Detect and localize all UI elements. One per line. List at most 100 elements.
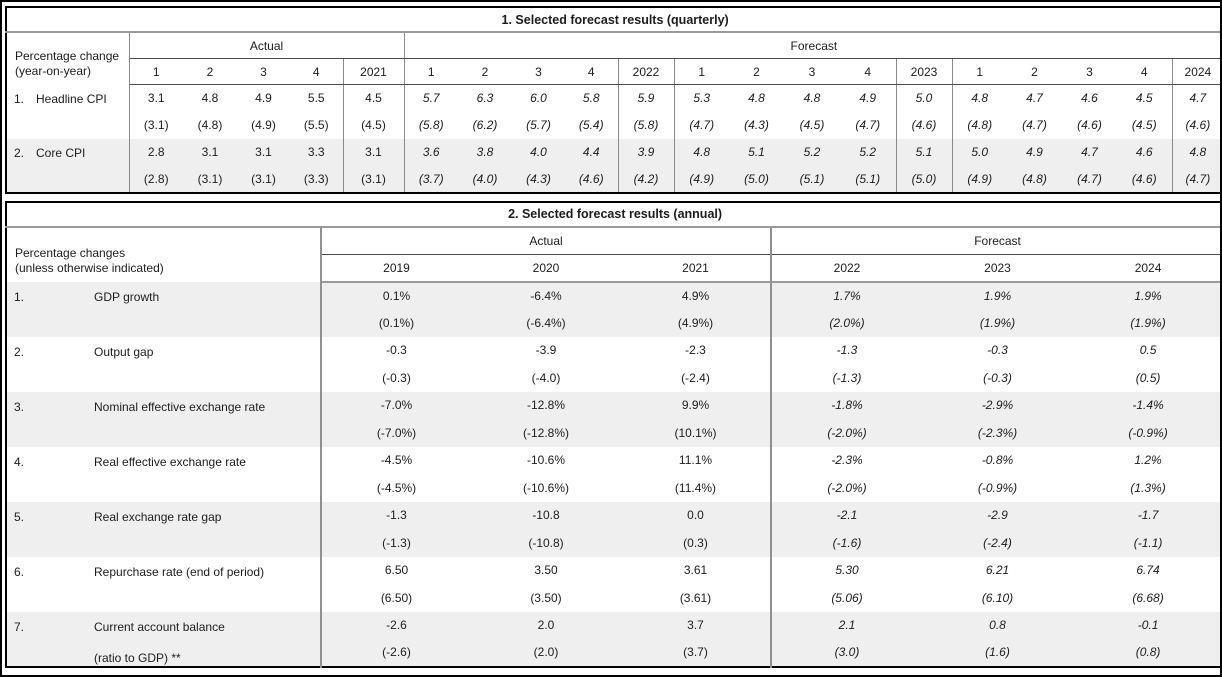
column-header: 2	[458, 58, 512, 85]
cell-value: 2.8	[129, 138, 183, 166]
table2-group-forecast: Forecast	[769, 226, 1220, 255]
cell-value: 0.8	[922, 611, 1073, 639]
cell-value: -1.8%	[770, 391, 922, 419]
table1-group-forecast: Forecast	[403, 32, 1220, 59]
cell-paren-value: (4.7)	[1171, 165, 1220, 193]
cell-value: 4.8	[971, 91, 989, 106]
cell-value: 5.30	[770, 556, 922, 584]
cell-value: 6.74	[1136, 563, 1160, 578]
cell-value: 3.8	[458, 138, 512, 166]
cell-paren-value: (-1.3)	[770, 364, 922, 392]
cell-value: 6.3	[476, 91, 494, 106]
cell-value: -1.7	[1073, 501, 1220, 529]
cell-value: -2.9%	[922, 391, 1073, 419]
cell-paren-value: (5.0)	[729, 165, 784, 193]
cell-paren-value: (-0.3)	[382, 370, 411, 385]
cell-paren-value: (1.6)	[922, 639, 1073, 667]
cell-value: 9.9%	[621, 391, 771, 419]
column-header: 4	[840, 58, 896, 85]
cell-value: -2.3	[685, 343, 706, 358]
cell-paren-value: (-10.8)	[471, 529, 621, 557]
cell-value: 4.7	[1026, 91, 1043, 106]
year-header: 2024	[1073, 254, 1220, 283]
cell-paren-value: (4.7)	[1022, 118, 1047, 132]
column-header: 2024	[1171, 58, 1220, 85]
row-header-line2: (year-on-year)	[15, 63, 92, 78]
cell-paren-value: (4.7)	[855, 118, 881, 132]
row-number: 4.	[14, 454, 25, 469]
cell-paren-value: (1.9%)	[1073, 309, 1220, 337]
cell-paren-value: (5.7)	[526, 118, 551, 132]
cell-paren-value: (2.0)	[471, 639, 621, 667]
cell-value: 3.9	[617, 138, 675, 166]
cell-paren-value: (-2.4)	[922, 529, 1073, 557]
row-number: 5.	[6, 501, 36, 557]
year-header: 2022	[770, 254, 922, 283]
year-header: 2023	[922, 254, 1073, 283]
cell-paren-value: (4.3)	[512, 165, 565, 193]
row-label: Headline CPI	[36, 84, 130, 139]
column-header: 3	[512, 58, 565, 85]
cell-paren-value: (-2.3%)	[922, 419, 1073, 447]
row-label: Repurchase rate (end of period)	[36, 556, 322, 612]
cell-paren-value: (-10.6%)	[522, 480, 569, 495]
cell-paren-value: (3.61)	[679, 590, 712, 605]
cell-paren-value: (4.2)	[617, 165, 675, 193]
cell-value: 5.8	[582, 91, 600, 106]
table2-group-actual: Actual	[321, 226, 771, 255]
cell-paren-value: (5.06)	[770, 584, 922, 612]
cell-paren-value: (5.8)	[418, 118, 444, 132]
cell-value: 4.9%	[621, 281, 771, 309]
table1-title: 1. Selected forecast results (quarterly)	[6, 7, 1220, 33]
cell-value: 4.9	[859, 91, 877, 106]
cell-paren-value: (-1.6)	[770, 529, 922, 557]
cell-paren-value: (4.8)	[197, 118, 223, 132]
cell-value: -2.6	[321, 611, 471, 639]
cell-paren-value: (-7.0%)	[321, 419, 471, 447]
row-number: 3.	[6, 391, 36, 447]
cell-paren-value: (4.7)	[689, 118, 715, 132]
cell-paren-value: (3.1)	[342, 165, 405, 193]
cell-value: 5.2	[840, 138, 896, 166]
row-label: Core CPI	[36, 138, 130, 193]
cell-paren-value: (4.9)	[251, 118, 276, 132]
cell-value: -7.0%	[321, 391, 471, 419]
column-header: 3	[1062, 58, 1117, 85]
cell-value: -0.3	[987, 343, 1008, 358]
cell-paren-value: (4.6)	[565, 165, 618, 193]
row-label-line1: Output gap	[94, 344, 154, 359]
cell-value: 4.9	[1007, 138, 1062, 166]
annual-table-wrapper: 2. Selected forecast results (annual) Pe…	[5, 200, 1220, 668]
cell-paren-value: (4.5)	[799, 118, 825, 132]
cell-value: 1.2%	[1134, 453, 1162, 468]
cell-paren-value: (5.4)	[578, 118, 604, 132]
cell-paren-value: (2.8)	[129, 165, 183, 193]
column-header: 4	[565, 58, 618, 85]
cell-paren-value: (4.6)	[1171, 111, 1220, 139]
cell-value: 4.7	[1062, 138, 1117, 166]
cell-value: 3.61	[683, 563, 708, 578]
cell-value: 4.8	[748, 91, 765, 106]
cell-value: 5.2	[784, 138, 840, 166]
cell-value: 2.1	[770, 611, 922, 639]
row-label: Current account balance (ratio to GDP) **	[36, 611, 322, 667]
cell-paren-value: (3.3)	[290, 165, 343, 193]
column-header: 1	[404, 58, 458, 85]
cell-paren-value: (3.7)	[621, 639, 771, 667]
table2-row-header: Percentage changes (unless otherwise ind…	[6, 226, 322, 282]
row-label: Real effective exchange rate	[36, 446, 322, 502]
cell-value: -2.3%	[770, 446, 922, 474]
cell-value: -2.1	[770, 501, 922, 529]
cell-value: 1.7%	[770, 281, 922, 309]
cell-paren-value: (4.8)	[967, 118, 993, 132]
row-label-line2: (ratio to GDP) **	[94, 650, 181, 665]
cell-paren-value: (-2.6)	[321, 639, 471, 667]
cell-paren-value: (5.5)	[303, 118, 329, 132]
cell-paren-value: (-1.3)	[321, 529, 471, 557]
row-label: Nominal effective exchange rate	[36, 391, 322, 447]
cell-paren-value: (-0.9%)	[977, 480, 1018, 495]
cell-value: -1.3	[321, 501, 471, 529]
column-header: 3	[784, 58, 840, 85]
table1-row-header: Percentage change (year-on-year)	[6, 32, 130, 85]
cell-paren-value: (0.3)	[621, 529, 771, 557]
